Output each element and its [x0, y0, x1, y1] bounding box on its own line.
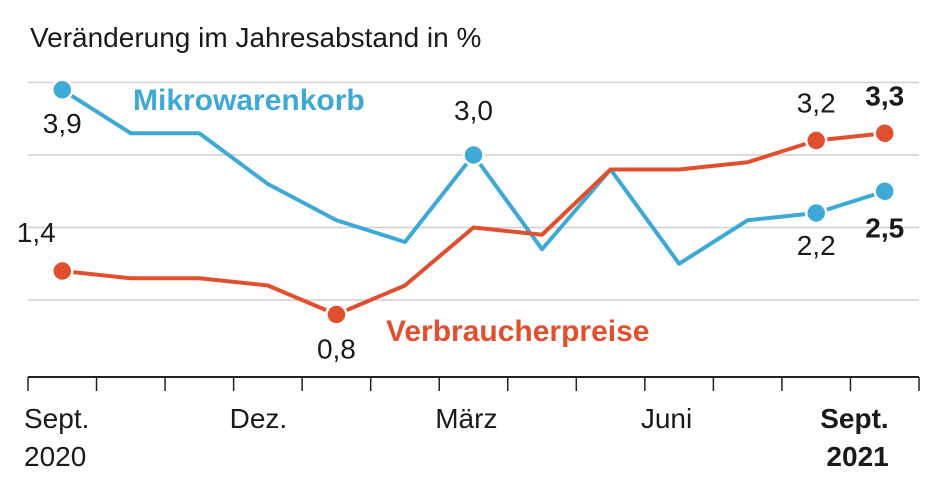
data-point — [462, 143, 485, 167]
data-point — [804, 129, 828, 152]
x-tick-label: Sept. — [24, 403, 89, 434]
x-tick-label: 2020 — [24, 441, 86, 472]
x-tick-label: Dez. — [230, 403, 288, 434]
data-point — [325, 303, 348, 326]
data-label: 3,3 — [865, 80, 904, 111]
data-point — [873, 122, 896, 145]
data-label: 1,4 — [17, 217, 56, 248]
data-label: 0,8 — [317, 334, 356, 365]
data-point — [804, 201, 828, 225]
x-tick-label: 2021 — [826, 441, 888, 472]
series-line-verbraucherpreise — [62, 131, 885, 317]
data-label: 3,2 — [797, 88, 836, 119]
data-label: 3,9 — [43, 108, 82, 139]
series-label-verbraucherpreise: Verbraucherpreise — [386, 315, 649, 348]
x-tick-label: März — [435, 403, 497, 434]
data-label: 2,5 — [865, 212, 904, 243]
data-point — [873, 180, 896, 203]
chart-subtitle: Veränderung im Jahresabstand in % — [30, 22, 481, 53]
series-label-mikrowarenkorb: Mikrowarenkorb — [133, 84, 365, 117]
x-tick-label: Sept. — [820, 403, 888, 434]
data-label: 3,0 — [454, 95, 493, 126]
data-point — [51, 78, 74, 101]
data-point — [51, 259, 74, 283]
data-label: 2,2 — [797, 230, 836, 261]
x-tick-label: Juni — [641, 403, 692, 434]
